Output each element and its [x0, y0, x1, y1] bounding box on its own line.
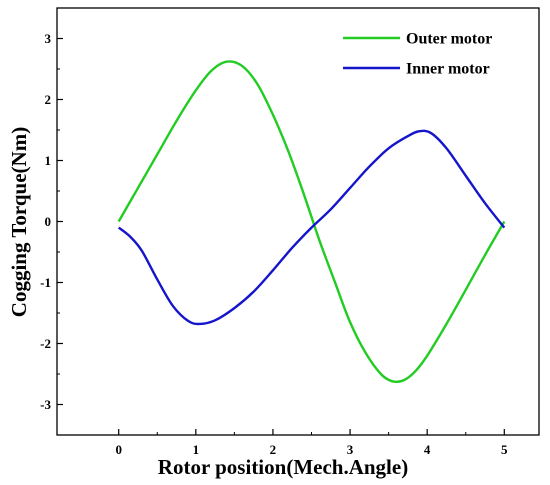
x-tick-label: 3 — [347, 442, 354, 457]
y-tick-label: 3 — [45, 31, 52, 46]
x-tick-label: 2 — [270, 442, 277, 457]
series-line-inner-motor — [117, 129, 506, 326]
y-tick-label: -3 — [40, 397, 51, 412]
x-tick-label: 4 — [424, 442, 431, 457]
x-tick-label: 5 — [501, 442, 508, 457]
y-tick-label: 1 — [45, 153, 52, 168]
axis-ticks: 0 1 2 3 4 5 -3 -2 -1 0 1 2 3 — [40, 31, 508, 457]
legend-label: Inner motor — [406, 61, 490, 78]
y-tick-label: -2 — [40, 336, 51, 351]
y-tick-label: 2 — [45, 92, 52, 107]
y-axis-title: Cogging Torque(Nm) — [7, 127, 31, 317]
x-tick-label: 1 — [193, 442, 200, 457]
x-axis-title: Rotor position(Mech.Angle) — [158, 455, 408, 479]
y-tick-label: -1 — [40, 275, 51, 290]
y-tick-label: 0 — [45, 214, 52, 229]
legend-label: Outer motor — [406, 31, 492, 48]
series-layer — [117, 60, 506, 384]
x-tick-label: 0 — [115, 442, 122, 457]
legend: Outer motor Inner motor — [343, 31, 492, 78]
series-line-outer-motor — [117, 60, 506, 384]
